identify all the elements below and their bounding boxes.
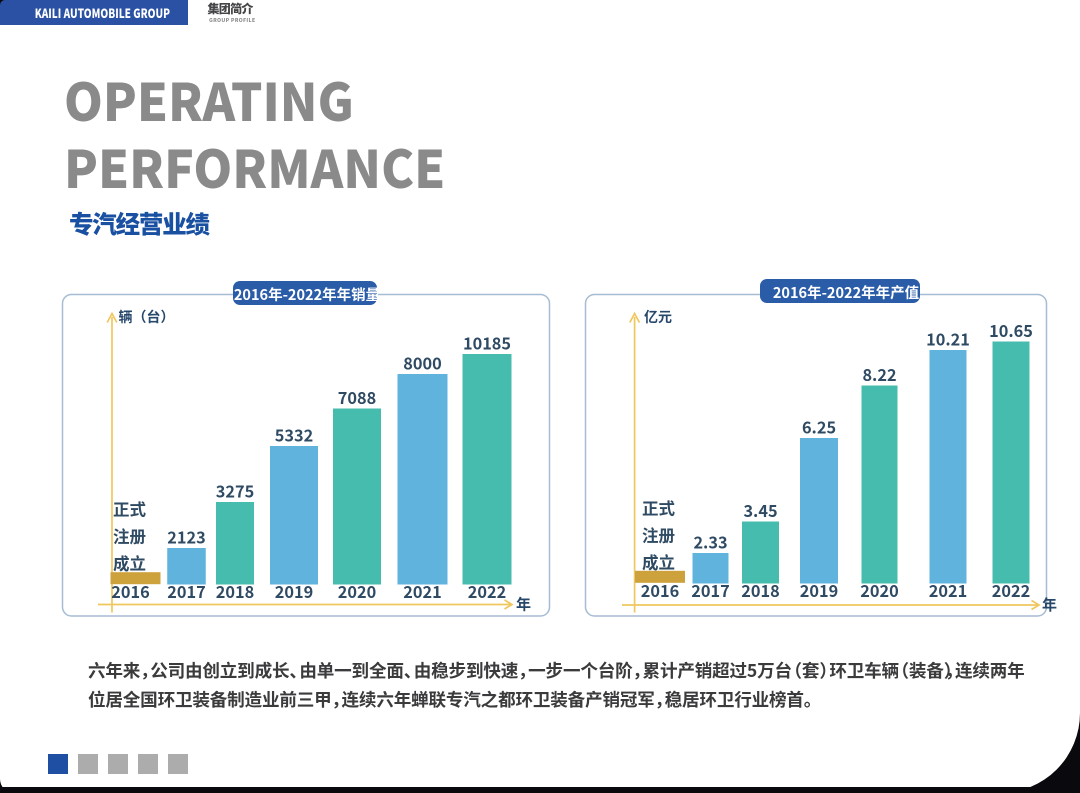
svg-text:7088: 7088: [338, 385, 376, 409]
svg-text:2016年-2022年年销量: 2016年-2022年年销量: [234, 284, 380, 305]
svg-text:5332: 5332: [275, 423, 313, 447]
svg-text:2016: 2016: [641, 578, 679, 602]
svg-text:辆（台）: 辆（台）: [119, 307, 175, 327]
svg-text:亿元: 亿元: [644, 307, 672, 327]
svg-text:8000: 8000: [403, 351, 441, 375]
svg-text:注册: 注册: [642, 523, 675, 547]
svg-text:2016: 2016: [111, 579, 149, 603]
svg-text:成立: 成立: [113, 551, 146, 575]
svg-text:正式: 正式: [642, 496, 676, 520]
svg-text:8.22: 8.22: [862, 362, 896, 386]
svg-text:正式: 正式: [113, 497, 147, 521]
svg-text:2016年-2022年年产值: 2016年-2022年年产值: [773, 282, 920, 303]
svg-text:3.45: 3.45: [743, 498, 777, 522]
svg-text:年: 年: [1042, 594, 1057, 615]
svg-text:年: 年: [516, 594, 531, 615]
svg-text:2.33: 2.33: [693, 530, 727, 554]
svg-text:10.21: 10.21: [926, 327, 970, 351]
svg-text:6.25: 6.25: [802, 415, 836, 439]
svg-text:2123: 2123: [167, 525, 205, 549]
svg-text:注册: 注册: [113, 524, 146, 548]
svg-text:10.65: 10.65: [989, 318, 1033, 342]
svg-text:10185: 10185: [463, 331, 511, 355]
svg-text:3275: 3275: [216, 479, 254, 503]
svg-text:成立: 成立: [642, 550, 675, 574]
